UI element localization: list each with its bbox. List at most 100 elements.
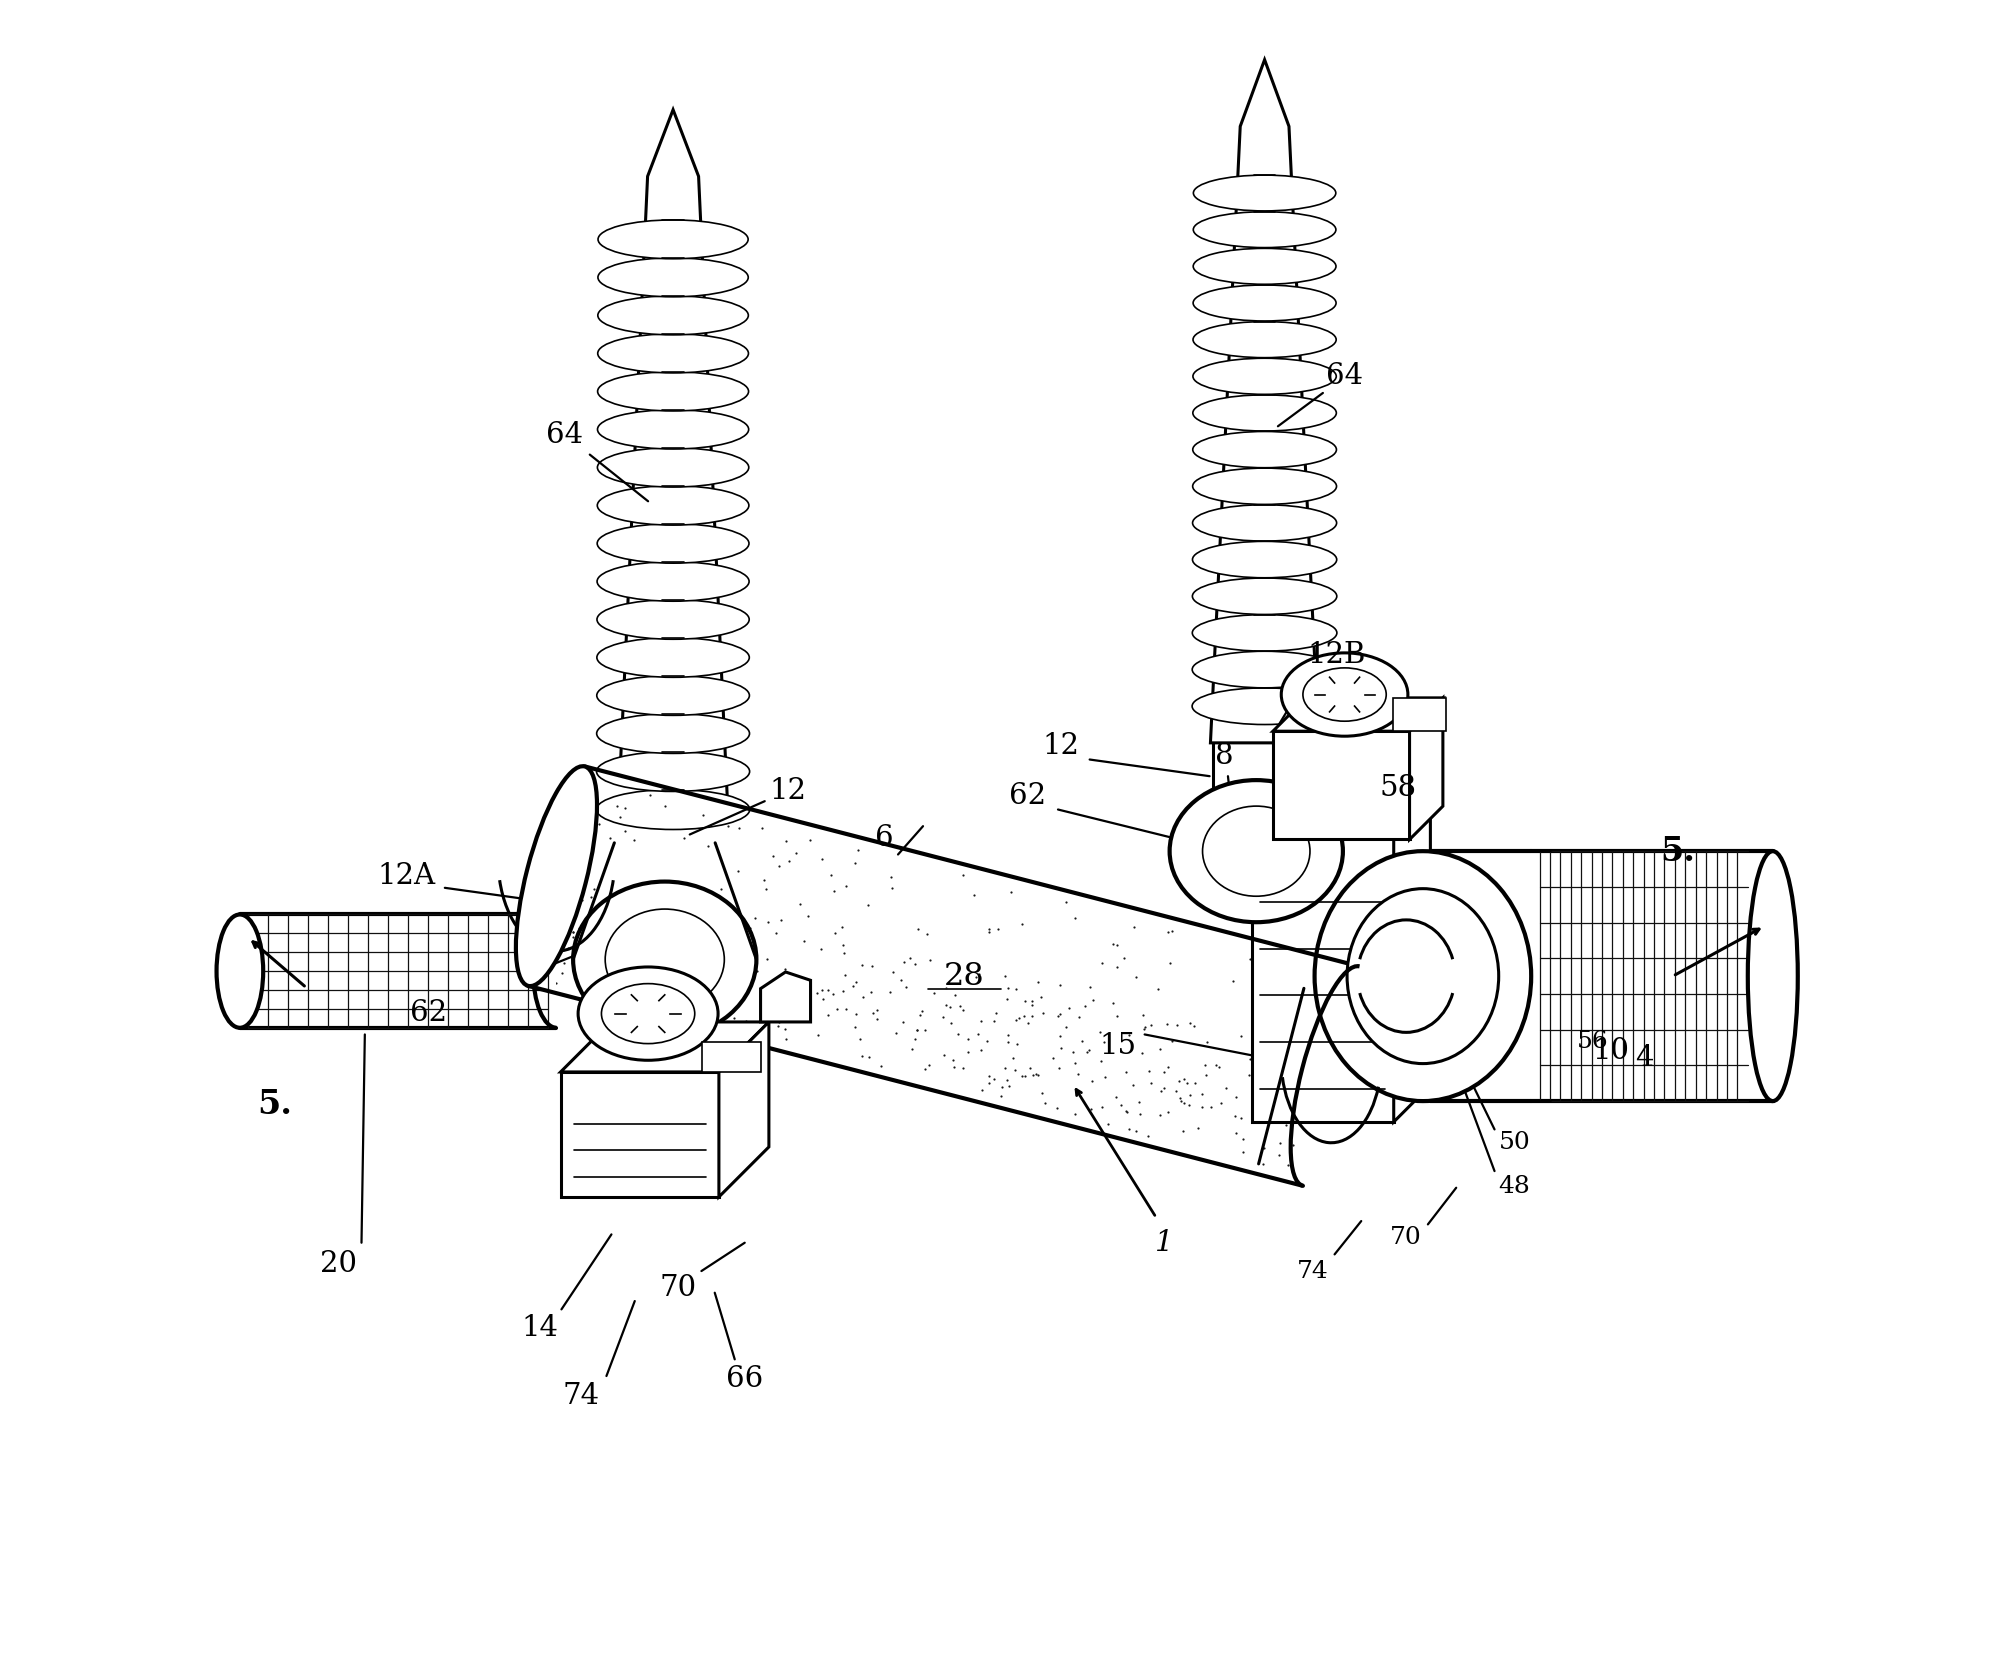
Point [1008,1003,1040,1030]
Point [623,893,655,920]
Point [1259,1102,1291,1128]
Point [573,906,605,933]
Point [677,976,709,1003]
Point [1020,1060,1052,1087]
Polygon shape [561,1071,719,1197]
Point [1016,991,1048,1018]
Ellipse shape [597,599,748,639]
Point [1174,1082,1206,1108]
Point [573,829,605,856]
Point [938,1046,970,1073]
Point [1024,983,1056,1010]
Point [806,976,838,1003]
Point [1092,1110,1124,1137]
Point [992,1066,1024,1093]
Point [972,918,1004,945]
Ellipse shape [216,915,263,1028]
Point [699,1000,731,1026]
Point [1046,1035,1078,1061]
Point [1263,1130,1295,1157]
Point [575,905,607,931]
Point [1128,1001,1160,1028]
Point [1204,1053,1236,1080]
Point [906,998,938,1025]
Point [1180,1070,1212,1097]
Point [880,1020,912,1046]
Point [595,921,627,948]
Point [1144,1035,1176,1061]
Text: 28: 28 [944,961,986,991]
Text: 15: 15 [1100,1031,1136,1060]
Point [1074,973,1106,1000]
Point [1168,1117,1200,1143]
Point [820,996,852,1023]
Point [1000,1056,1032,1083]
Point [1164,1068,1196,1095]
Point [748,995,780,1021]
Point [1152,1053,1184,1080]
Point [667,993,699,1020]
Ellipse shape [597,486,748,526]
Polygon shape [1409,698,1443,840]
Point [715,975,747,1001]
Point [930,975,962,1001]
Ellipse shape [1194,396,1337,431]
Point [637,950,669,976]
Point [631,960,663,986]
Point [1018,1061,1050,1088]
Point [609,936,641,963]
Point [1295,973,1327,1000]
Point [804,936,836,963]
Point [1186,1080,1218,1107]
Ellipse shape [1347,888,1499,1063]
Point [1259,1075,1291,1102]
Point [557,920,589,946]
Point [1244,1033,1275,1060]
Point [739,905,770,931]
Point [860,996,892,1023]
Point [549,950,581,976]
Polygon shape [1251,794,1431,831]
Point [663,948,695,975]
Text: 12: 12 [1042,733,1080,759]
Point [601,923,633,950]
Point [725,980,756,1006]
Point [1271,1050,1303,1077]
Point [964,1036,996,1063]
Point [605,804,637,831]
Point [946,1055,978,1082]
Point [1098,931,1130,958]
Point [1234,1046,1265,1073]
Ellipse shape [1192,577,1337,614]
Point [938,981,970,1008]
Point [898,1025,930,1051]
Text: 4: 4 [1635,1043,1655,1071]
Point [1076,1068,1108,1095]
Point [914,946,946,973]
Point [717,1010,748,1036]
Point [1174,1010,1206,1036]
Point [585,898,617,925]
Point [659,923,691,950]
Point [1190,1051,1222,1078]
Text: 12A: 12A [377,863,435,890]
Point [874,863,906,890]
Point [1255,1090,1287,1117]
Point [1110,1098,1142,1125]
Point [776,966,808,993]
Point [944,993,976,1020]
Point [930,991,962,1018]
Point [721,951,752,978]
Polygon shape [561,1021,768,1071]
Ellipse shape [1194,285,1335,320]
Text: 62: 62 [1010,783,1046,809]
Point [1044,971,1076,998]
Ellipse shape [515,766,597,986]
Point [990,963,1022,990]
Point [689,890,721,916]
Point [864,1053,896,1080]
Point [774,848,806,875]
Point [1220,1103,1251,1130]
Point [1114,1021,1146,1048]
Point [1084,1018,1116,1045]
